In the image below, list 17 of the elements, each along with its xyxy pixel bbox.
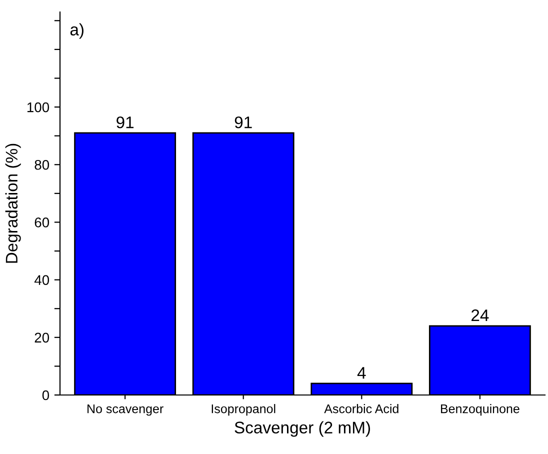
y-tick-label: 40 [34, 275, 50, 285]
x-axis-title: Scavenger (2 mM) [234, 421, 370, 437]
y-tick-label: 0 [42, 390, 50, 400]
y-tick-label: 80 [34, 160, 50, 170]
annotation: a) [70, 23, 84, 39]
x-tick-label: Isopropanol [212, 404, 276, 416]
y-axis-title: Degradation (%) [5, 144, 21, 263]
x-tick-label: Ascorbic Acid [324, 404, 398, 414]
data-label: 24 [472, 309, 489, 322]
data-label: 91 [234, 116, 252, 128]
data-label: 4 [357, 367, 366, 379]
x-tick-label: No scavenger [88, 404, 164, 416]
y-tick-label: 100 [27, 102, 50, 112]
data-label: 91 [116, 116, 134, 128]
y-tick-label: 20 [34, 332, 50, 343]
y-tick-label: 60 [34, 218, 50, 228]
x-tick-label: Benzoquinone [441, 404, 520, 416]
